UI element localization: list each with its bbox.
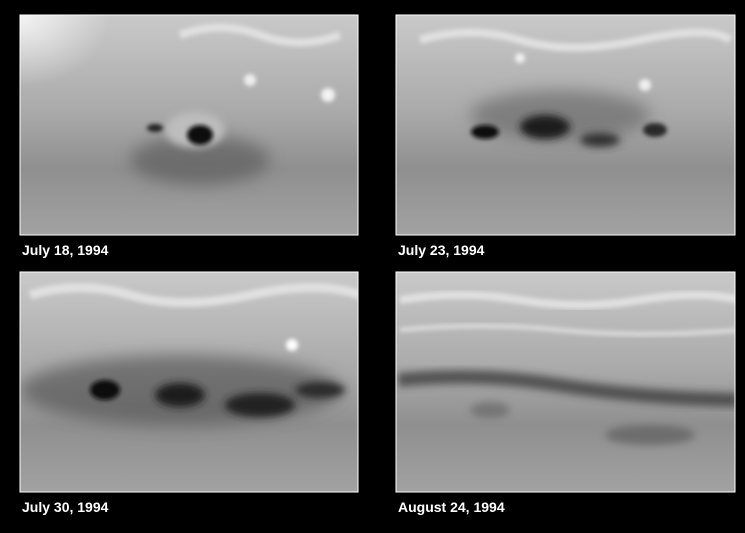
panel-image xyxy=(396,15,735,235)
caption: August 24, 1994 xyxy=(398,499,505,515)
caption: July 18, 1994 xyxy=(22,242,109,258)
caption: July 30, 1994 xyxy=(22,499,109,515)
figure: July 18, 1994 July 23, 1994 July 30, 199… xyxy=(0,0,745,533)
panel-image xyxy=(396,272,740,492)
caption: July 23, 1994 xyxy=(398,242,485,258)
page: July 18, 1994 July 23, 1994 July 30, 199… xyxy=(0,0,745,533)
panel-image xyxy=(20,272,360,492)
panel-image xyxy=(20,15,358,235)
